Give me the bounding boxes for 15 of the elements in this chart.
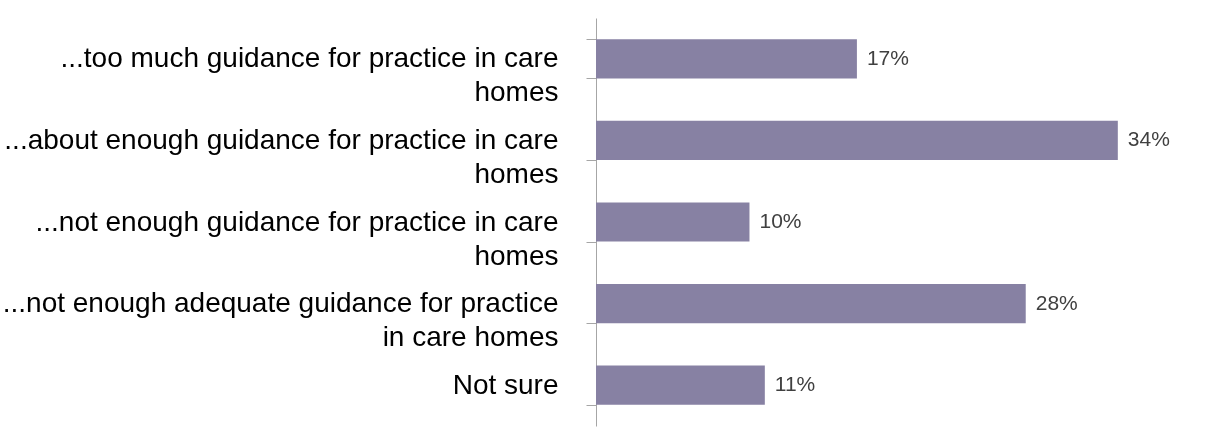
- bar: [596, 39, 857, 79]
- data-label: 17%: [866, 45, 909, 69]
- data-label: 10%: [759, 209, 802, 232]
- y-tick-label: ...about enough guidance for practice in care homes: [4, 123, 559, 189]
- bar: [596, 365, 765, 405]
- y-tick-label: Not sure: [452, 368, 559, 400]
- y-tick-label: ...too much guidance for practice in care homes: [60, 42, 559, 108]
- bar: [596, 202, 750, 242]
- y-tick-label: ...not enough adequate guidance for practice in care homes: [2, 287, 559, 353]
- data-label: 28%: [1035, 290, 1078, 314]
- y-tick-label: ...not enough guidance for practice in care homes: [35, 205, 559, 271]
- data-label: 34%: [1127, 127, 1170, 151]
- bar: [596, 284, 1026, 324]
- bar: [596, 120, 1118, 160]
- data-label: 11%: [774, 372, 816, 396]
